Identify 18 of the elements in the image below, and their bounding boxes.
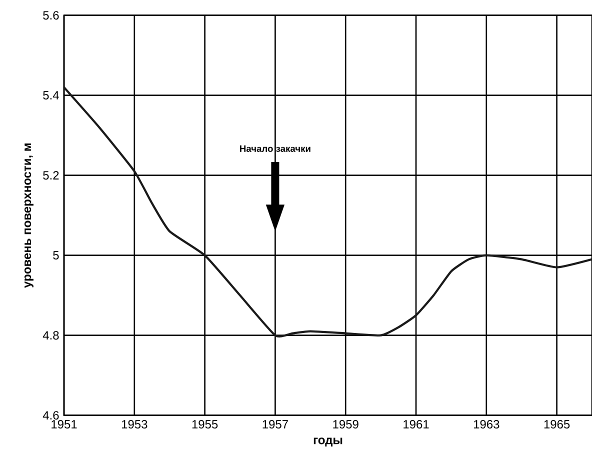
x-tick-label: 1955 xyxy=(192,420,218,429)
x-tick-label: 1959 xyxy=(333,420,358,429)
x-tick-label: 1957 xyxy=(262,420,288,429)
y-tick-label: 5.6 xyxy=(43,11,59,20)
line-series xyxy=(64,86,592,338)
y-tick-label: 5.4 xyxy=(43,91,59,100)
x-tick-label: 1963 xyxy=(474,420,500,429)
y-axis-title: уровень поверхности, м xyxy=(24,144,34,288)
y-tick-label: 5.2 xyxy=(43,171,59,180)
x-tick-label: 1951 xyxy=(52,420,77,429)
x-tick-label: 1965 xyxy=(544,420,570,429)
annotation: Начало закачки xyxy=(240,145,310,152)
y-tick-label: 5 xyxy=(53,251,59,260)
x-tick-label: 1961 xyxy=(404,420,429,429)
x-tick-label: 1953 xyxy=(122,420,148,429)
x-axis-title: годы xyxy=(314,438,342,447)
y-tick-label: 4.8 xyxy=(42,331,59,340)
y-tick-label: 4.6 xyxy=(42,411,59,420)
